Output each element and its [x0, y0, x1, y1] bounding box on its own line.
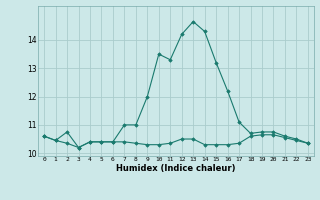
- X-axis label: Humidex (Indice chaleur): Humidex (Indice chaleur): [116, 164, 236, 173]
